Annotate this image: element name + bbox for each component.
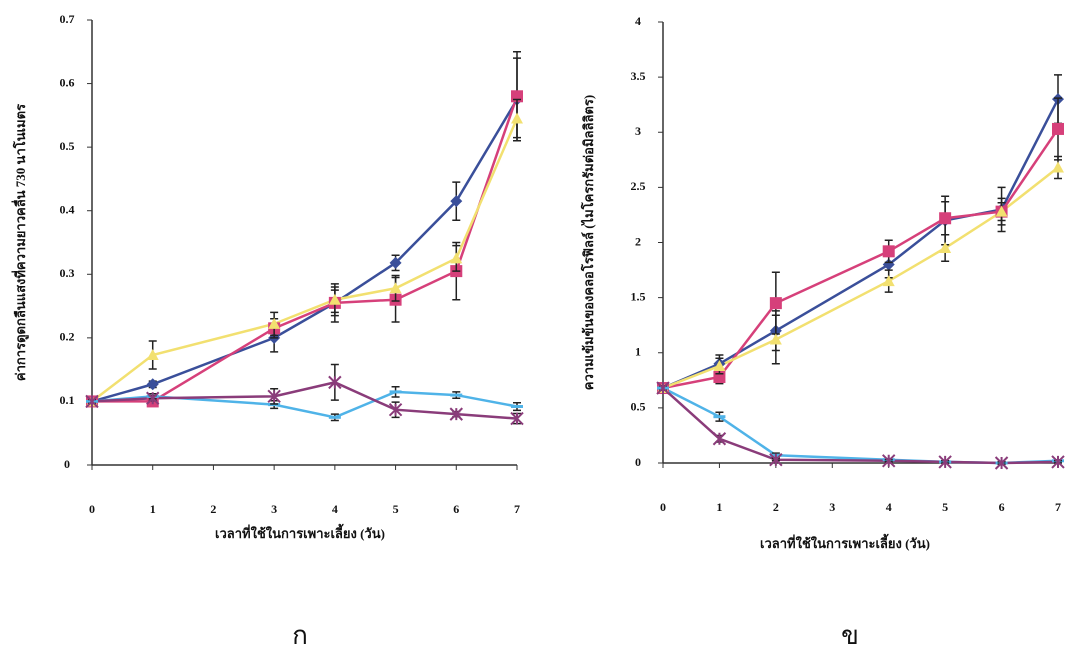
y-tick-label: 2.5 <box>631 179 646 193</box>
marker <box>994 456 1009 470</box>
marker <box>85 394 99 409</box>
y-tick-label: 0.5 <box>631 400 646 414</box>
marker <box>328 375 342 390</box>
marker <box>656 381 670 395</box>
series-line <box>662 387 1059 465</box>
x-tick-label: 2 <box>773 500 779 514</box>
marker <box>450 252 463 264</box>
x-tick-label: 7 <box>514 502 520 516</box>
series-line <box>662 386 1059 465</box>
x-tick-label: 6 <box>453 502 459 516</box>
marker <box>882 275 895 287</box>
marker <box>268 317 281 329</box>
y-tick-label: 0.4 <box>60 202 75 216</box>
marker <box>882 258 895 271</box>
x-tick-label: 4 <box>886 500 892 514</box>
y-tick-label: 3.5 <box>631 69 646 83</box>
marker <box>267 389 281 404</box>
x-axis-label: เวลาที่ใช้ในการเพาะเลี้ยง (วัน) <box>760 533 930 551</box>
y-tick-label: 0.1 <box>60 393 75 407</box>
marker <box>1052 122 1064 135</box>
y-tick-label: 0.5 <box>60 139 75 153</box>
x-tick-label: 2 <box>210 502 216 516</box>
y-tick-label: 0.2 <box>60 330 75 344</box>
marker <box>146 378 159 391</box>
x-tick-label: 5 <box>393 502 399 516</box>
marker <box>510 411 524 426</box>
marker <box>389 256 402 269</box>
marker <box>449 407 463 421</box>
marker <box>769 333 782 345</box>
x-tick-label: 7 <box>1055 500 1061 514</box>
y-tick-label: 0.6 <box>60 75 75 89</box>
marker <box>450 195 463 208</box>
marker <box>769 297 782 310</box>
marker <box>511 112 523 124</box>
marker <box>328 293 341 305</box>
marker <box>939 212 952 225</box>
x-tick-label: 4 <box>332 502 338 516</box>
panel: 0 0.5 1 1.5 2 2.5 3 3.5 4 0 1 2 3 4 5 6 7 เวลาที่ใช้ในการ… <box>580 14 1065 650</box>
marker <box>769 452 783 467</box>
panel: 0 0.1 0.2 0.3 0.4 0.5 0.6 0.7 0 1 2 3 4 5 6 7 เวลาที่ใช้… <box>11 12 524 650</box>
series-line <box>662 98 1060 390</box>
marker <box>146 391 160 405</box>
y-tick-label: 1.5 <box>631 289 646 303</box>
marker <box>388 402 403 417</box>
y-axis-label: ค่าการดูดกลืนแสงที่ความยาวคลื่น 730 นาโน… <box>11 104 29 381</box>
caption: ก <box>292 621 308 650</box>
y-tick-label: 0.3 <box>60 266 75 280</box>
marker <box>389 282 402 294</box>
marker <box>1052 161 1064 173</box>
x-tick-label: 5 <box>942 500 948 514</box>
x-tick-label: 0 <box>660 500 666 514</box>
marker <box>1051 455 1065 469</box>
marker <box>995 205 1008 217</box>
marker <box>882 245 895 258</box>
marker <box>146 349 159 361</box>
x-tick-label: 1 <box>716 500 722 514</box>
marker <box>713 359 726 371</box>
y-tick-label: 2 <box>635 234 641 248</box>
marker <box>939 242 952 254</box>
x-tick-label: 3 <box>271 502 277 516</box>
y-tick-label: 4 <box>635 14 641 28</box>
x-tick-label: 0 <box>89 502 95 516</box>
caption: ข <box>841 621 859 650</box>
y-axis-label: ความเข้มข้นของคลอโรฟิลล์ (ไมโครกรัมต่อมิ… <box>580 95 596 390</box>
y-tick-label: 3 <box>635 124 641 138</box>
y-tick-label: 1 <box>635 345 641 359</box>
marker <box>938 455 952 469</box>
series-line <box>662 128 1060 390</box>
x-tick-label: 6 <box>999 500 1005 514</box>
y-tick-label: 0 <box>635 455 641 469</box>
marker <box>712 432 727 446</box>
y-tick-label: 0.7 <box>60 12 75 26</box>
x-tick-label: 1 <box>150 502 156 516</box>
marker <box>882 454 896 468</box>
y-tick-label: 0 <box>64 457 70 471</box>
x-axis-label: เวลาที่ใช้ในการเพาะเลี้ยง (วัน) <box>215 523 385 541</box>
x-tick-label: 3 <box>829 500 835 514</box>
